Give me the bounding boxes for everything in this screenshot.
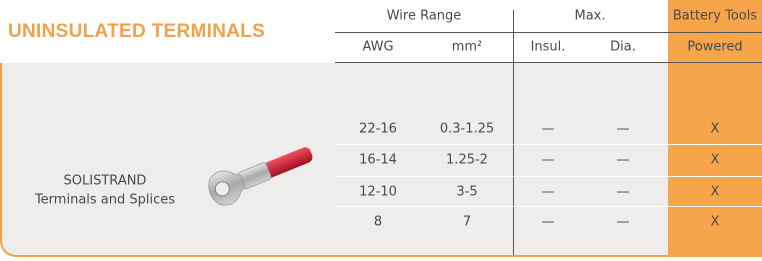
group-header: Max.: [574, 9, 605, 24]
row-divider: [335, 176, 762, 177]
table-cell: —: [542, 215, 555, 230]
table-cell: X: [711, 215, 720, 230]
table-cell: —: [542, 185, 555, 200]
column-header: Insul.: [531, 40, 566, 55]
table-cell: X: [711, 153, 720, 168]
table-cell: —: [542, 122, 555, 137]
table-cell: 3-5: [456, 185, 477, 200]
table-cell: 22-16: [359, 122, 397, 137]
table-cell: X: [711, 185, 720, 200]
row-divider: [335, 144, 762, 145]
header-divider: [335, 32, 762, 33]
section-title: UNINSULATED TERMINALS: [8, 21, 265, 43]
group-header: Wire Range: [387, 9, 462, 24]
table-cell: —: [542, 153, 555, 168]
table-cell: 12-10: [359, 185, 397, 200]
table-cell: 7: [463, 215, 471, 230]
product-name: SOLISTRAND: [64, 174, 147, 189]
group-header: Battery Tools: [673, 9, 757, 24]
column-divider: [513, 10, 514, 255]
table-cell: 1.25-2: [446, 153, 488, 168]
table-cell: —: [617, 185, 630, 200]
table-cell: 0.3-1.25: [440, 122, 494, 137]
table-cell: —: [617, 215, 630, 230]
header-divider: [335, 62, 762, 63]
terminal-image: [192, 135, 332, 215]
table-cell: 8: [374, 215, 382, 230]
table-cell: 16-14: [359, 153, 397, 168]
table-cell: X: [711, 122, 720, 137]
table-cell: —: [617, 122, 630, 137]
row-divider: [335, 206, 762, 207]
column-header: Powered: [687, 40, 742, 55]
page: UNINSULATED TERMINALS Wire Range Max. Ba…: [0, 0, 762, 261]
column-header: Dia.: [610, 40, 636, 55]
column-header: mm²: [452, 40, 483, 55]
table-cell: —: [617, 153, 630, 168]
column-header: AWG: [362, 40, 393, 55]
product-description: Terminals and Splices: [35, 193, 175, 208]
